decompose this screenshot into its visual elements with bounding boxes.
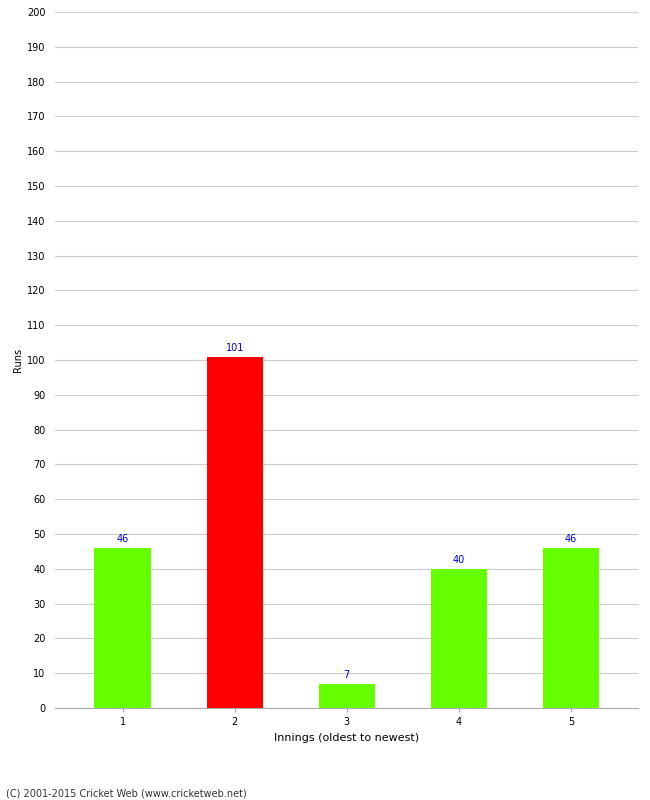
- Bar: [318, 684, 375, 708]
- Bar: [543, 548, 599, 708]
- Text: 46: 46: [116, 534, 129, 545]
- Y-axis label: Runs: Runs: [13, 348, 23, 372]
- Bar: [431, 569, 487, 708]
- Text: (C) 2001-2015 Cricket Web (www.cricketweb.net): (C) 2001-2015 Cricket Web (www.cricketwe…: [6, 788, 247, 798]
- Text: 7: 7: [344, 670, 350, 680]
- X-axis label: Innings (oldest to newest): Innings (oldest to newest): [274, 733, 419, 742]
- Text: 46: 46: [565, 534, 577, 545]
- Text: 40: 40: [453, 555, 465, 566]
- Bar: [94, 548, 151, 708]
- Text: 101: 101: [226, 343, 244, 353]
- Bar: [207, 357, 263, 708]
